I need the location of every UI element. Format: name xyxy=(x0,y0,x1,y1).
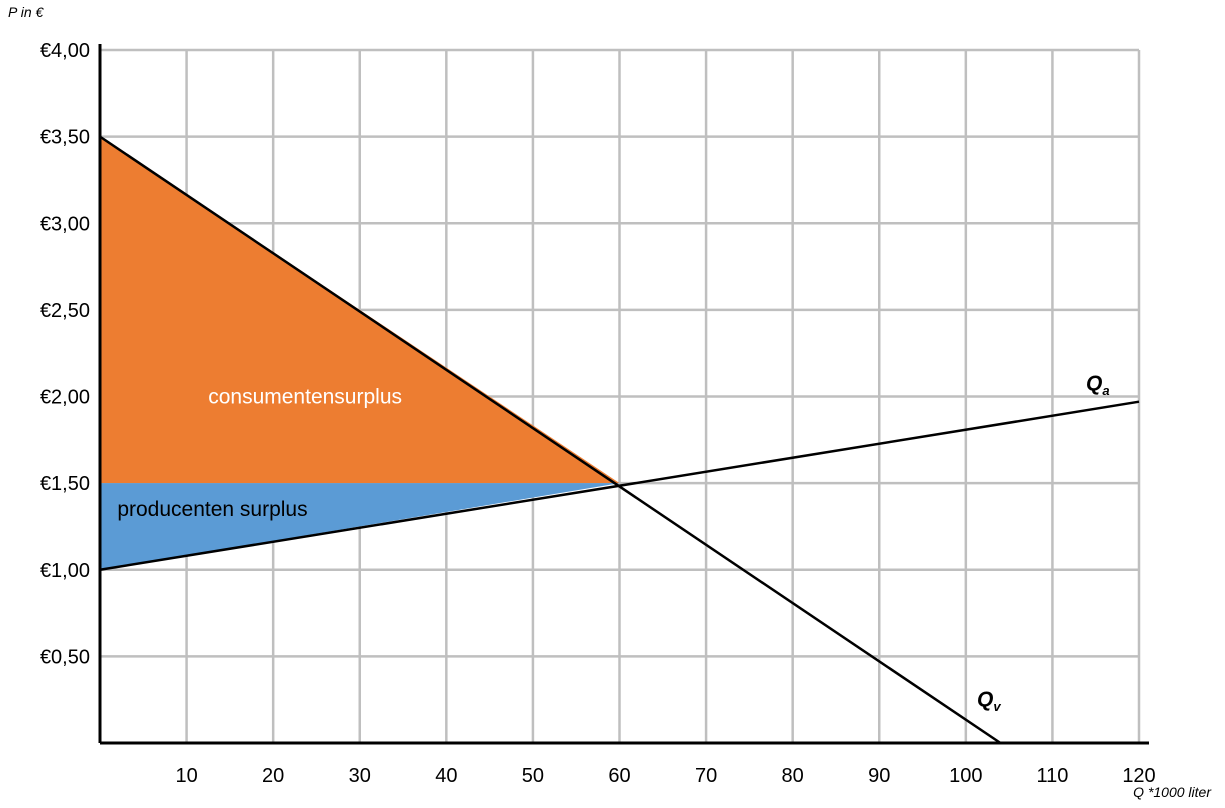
y-tick-label: €1,50 xyxy=(40,473,90,495)
y-tick-label: €2,00 xyxy=(40,387,90,409)
x-tick-label: 70 xyxy=(695,765,717,787)
y-tick-label: €4,00 xyxy=(40,40,90,62)
series-label-qa-sub: a xyxy=(1102,383,1109,398)
curves xyxy=(99,135,1140,745)
x-tick-label: 10 xyxy=(175,765,197,787)
y-tick-label: €3,50 xyxy=(40,127,90,149)
y-tick-label: €0,50 xyxy=(40,646,90,668)
x-tick-label: 80 xyxy=(782,765,804,787)
y-tick-label: €1,00 xyxy=(40,560,90,582)
labels: 10 20 30 40 50 60 70 80 90 100 110 120 €0,50 €1,00 €1,… xyxy=(40,40,1156,787)
series-label-qa: Qa xyxy=(1086,372,1110,398)
series-label-qv-sub: v xyxy=(993,699,1001,714)
consumer-surplus-label: consumentensurplus xyxy=(208,386,402,409)
y-tick-label: €3,00 xyxy=(40,213,90,235)
x-tick-label: 100 xyxy=(949,765,982,787)
x-tick-label: 120 xyxy=(1122,765,1155,787)
axes xyxy=(98,44,1149,745)
y-axis-title: P in € xyxy=(8,4,44,20)
x-tick-label: 20 xyxy=(262,765,284,787)
producer-surplus-label: producenten surplus xyxy=(117,498,307,521)
x-tick-label: 60 xyxy=(608,765,630,787)
series-label-qv: Qv xyxy=(977,688,1001,714)
x-tick-label: 30 xyxy=(349,765,371,787)
x-tick-label: 110 xyxy=(1036,765,1068,787)
curve-Qv xyxy=(99,135,1002,745)
x-tick-label: 50 xyxy=(522,765,544,787)
y-tick-label: €2,50 xyxy=(40,300,90,322)
x-tick-label: 90 xyxy=(868,765,890,787)
x-tick-label: 40 xyxy=(435,765,457,787)
x-axis-title: Q *1000 liter xyxy=(1133,784,1211,800)
